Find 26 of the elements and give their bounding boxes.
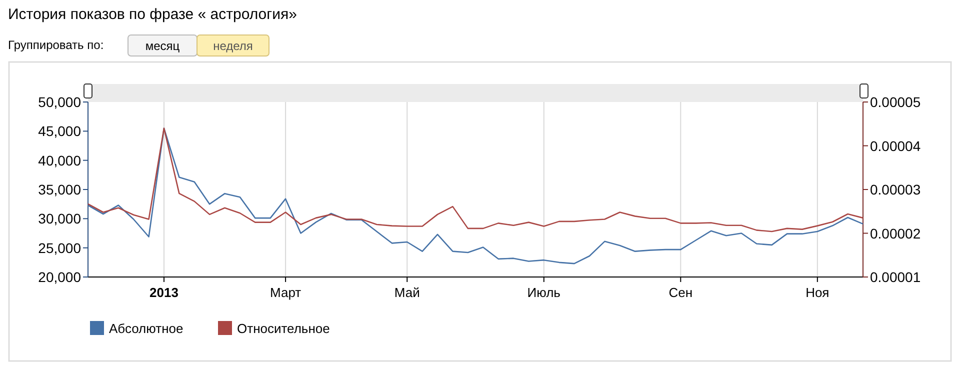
legend-label: Относительное (237, 321, 330, 336)
text: неделя (213, 39, 253, 53)
y-tick-label: 20,000 (38, 269, 82, 285)
legend-label: Абсолютное (109, 321, 184, 336)
y2-tick-label: 0.00005 (870, 94, 921, 110)
y-tick-label: 40,000 (38, 152, 82, 168)
text: Группировать по: (8, 38, 104, 52)
line-series (87, 128, 864, 232)
y2-tick-label: 0.00002 (870, 225, 921, 242)
y-tick-label: 35,000 (38, 182, 82, 198)
x-tick-label: Июль (527, 285, 561, 300)
chart-title: История показов по фразе « астрология» (8, 6, 297, 23)
x-tick-label: Май (394, 285, 420, 300)
x-tick-label: Март (270, 285, 302, 300)
x-tick-label: Сен (668, 285, 693, 300)
y2-tick-label: 0.00004 (870, 138, 921, 154)
y2-tick-label: 0.00001 (870, 269, 921, 285)
x-tick-label: 2013 (150, 285, 178, 300)
text: месяц (145, 39, 180, 53)
y2-tick-label: 0.00003 (870, 182, 921, 198)
line-series (87, 128, 864, 264)
y-tick-label: 50,000 (38, 94, 82, 110)
y-tick-label: 45,000 (38, 123, 82, 140)
x-tick-label: Ноя (806, 285, 830, 300)
y-tick-label: 30,000 (38, 210, 82, 227)
y-tick-label: 25,000 (38, 240, 82, 256)
